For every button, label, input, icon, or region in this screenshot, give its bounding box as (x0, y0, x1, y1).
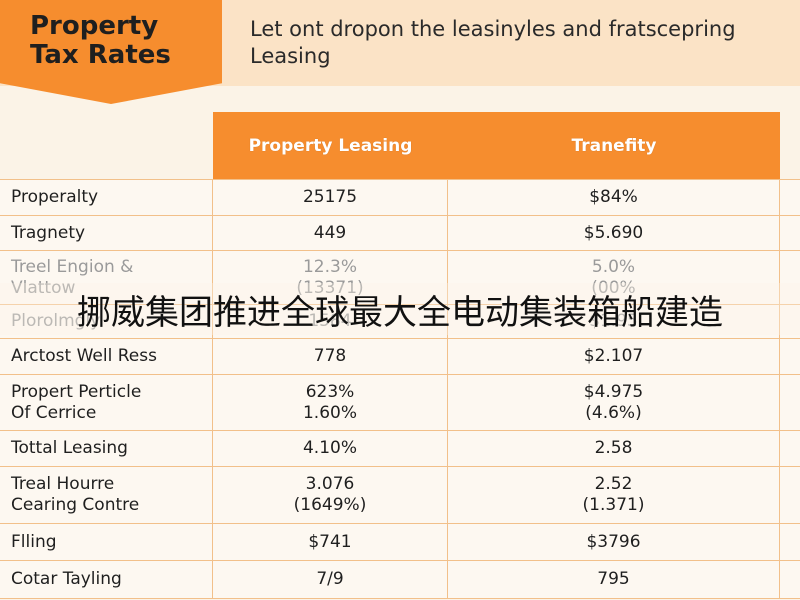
row-value-property-leasing: 3.076 (1649%) (213, 467, 448, 523)
news-caption-overlay: 挪威集团推进全球最大全电动集装箱船建造 (0, 283, 800, 335)
row-value-tranefity: 795 (448, 561, 780, 598)
row-value-property-leasing: 25175 (213, 180, 448, 215)
title-badge (0, 0, 222, 104)
column-header-tranefity: Tranefity (571, 135, 657, 156)
table-row: Treel Engion & Vlattow 12.3% (13371) 5.0… (0, 250, 800, 304)
subtitle-line-1: Let ont dropon the leasinyles and fratsc… (250, 17, 736, 41)
table-row: Tragnety 449 $5.690 (0, 215, 800, 250)
row-value-tranefity: $4.975 (4.6%) (448, 375, 780, 430)
row-label: Tragnety (0, 216, 213, 250)
row-value-tranefity: $3796 (448, 524, 780, 560)
row-value-property-leasing: 623% 1.60% (213, 375, 448, 430)
row-label: Flling (0, 524, 213, 560)
row-label: Tottal Leasing (0, 431, 213, 466)
table-row: Flling $741 $3796 (0, 523, 800, 560)
row-value-tranefity: $1.95 (448, 305, 780, 338)
row-label: Plorolmgly (0, 305, 213, 338)
page-subtitle: Let ont dropon the leasinyles and fratsc… (250, 16, 800, 70)
row-label: Propert Perticle Of Cerrice (0, 375, 213, 430)
row-label: Properalty (0, 180, 213, 215)
table-row: Cotar Tayling 7/9 795 (0, 560, 800, 599)
table-header: Property Leasing Tranefity (213, 112, 780, 179)
row-value-property-leasing: 4.10% (213, 431, 448, 466)
row-value-property-leasing: 7/9 (213, 561, 448, 598)
table-row: Propert Perticle Of Cerrice 623% 1.60% $… (0, 374, 800, 430)
table-row: Plorolmgly 1584 $1.95 (0, 304, 800, 338)
row-value-tranefity: $2.107 (448, 339, 780, 374)
row-value-property-leasing: 12.3% (13371) (213, 251, 448, 304)
row-value-property-leasing: 778 (213, 339, 448, 374)
row-value-tranefity: 2.52 (1.371) (448, 467, 780, 523)
row-value-property-leasing: 1584 (213, 305, 448, 338)
row-value-property-leasing: 449 (213, 216, 448, 250)
page-title: Property Tax Rates (30, 11, 171, 70)
table-row: Arctost Well Ress 778 $2.107 (0, 338, 800, 374)
row-value-tranefity: $84% (448, 180, 780, 215)
row-label: Arctost Well Ress (0, 339, 213, 374)
column-header-property-leasing: Property Leasing (248, 135, 413, 156)
table-row: Properalty 25175 $84% (0, 179, 800, 215)
row-label: Cotar Tayling (0, 561, 213, 598)
row-label: Treel Engion & Vlattow (0, 251, 213, 304)
row-label: Treal Hourre Cearing Contre (0, 467, 213, 523)
row-value-tranefity: 2.58 (448, 431, 780, 466)
table-row: Tottal Leasing 4.10% 2.58 (0, 430, 800, 466)
row-value-tranefity: $5.690 (448, 216, 780, 250)
row-value-tranefity: 5.0% (00% (448, 251, 780, 304)
subtitle-line-2: Leasing (250, 44, 331, 68)
row-value-property-leasing: $741 (213, 524, 448, 560)
table-row: Treal Hourre Cearing Contre 3.076 (1649%… (0, 466, 800, 523)
